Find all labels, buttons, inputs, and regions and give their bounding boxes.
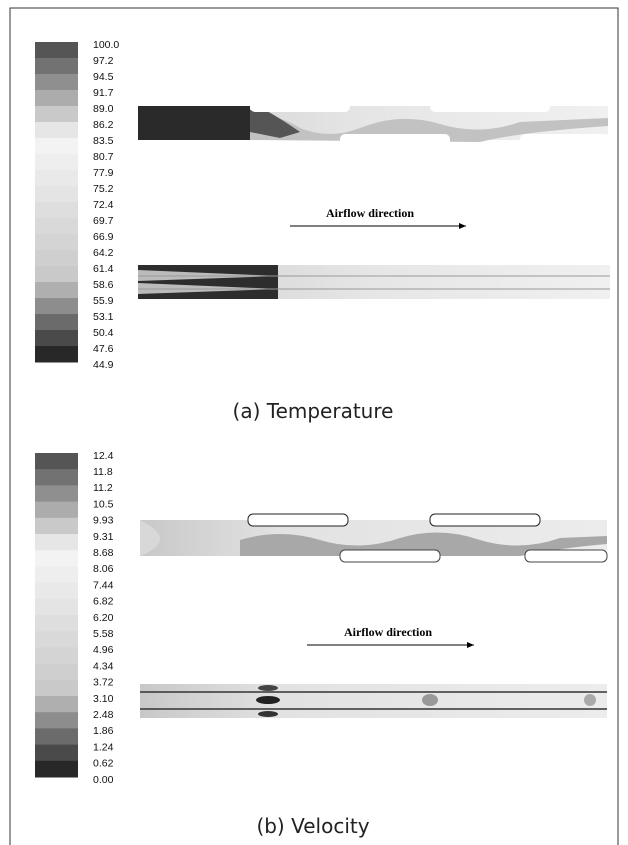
legend-label: 58.6	[93, 279, 114, 291]
legend-label: 9.93	[93, 515, 114, 527]
color-swatch	[35, 518, 78, 535]
legend-label: 47.6	[93, 343, 114, 355]
legend-label: 1.24	[93, 741, 114, 753]
legend-label: 89.0	[93, 103, 114, 115]
legend-label: 80.7	[93, 151, 114, 163]
color-swatch	[35, 502, 78, 519]
color-swatch	[35, 745, 78, 762]
color-swatch	[35, 761, 78, 778]
legend-label: 10.5	[93, 498, 114, 510]
legend-label: 3.10	[93, 693, 114, 705]
color-swatch	[35, 90, 78, 107]
legend-label: 11.2	[93, 482, 113, 494]
legend-label: 2.48	[93, 709, 114, 721]
color-swatch	[35, 186, 78, 203]
page: {"panels": [ {"caption": "(a) Temperatur…	[0, 0, 628, 845]
color-swatch	[35, 485, 78, 502]
color-swatch	[35, 314, 78, 331]
legend-label: 0.00	[93, 774, 114, 786]
legend-label: 72.4	[93, 199, 114, 211]
color-swatch	[35, 106, 78, 123]
color-swatch	[35, 138, 78, 155]
color-swatch	[35, 599, 78, 616]
arrow-label: Airflow direction	[344, 625, 432, 639]
legend-label: 69.7	[93, 215, 114, 227]
temperature-contour-bottom	[138, 265, 610, 299]
color-swatch	[35, 202, 78, 219]
color-swatch	[35, 298, 78, 315]
legend-label: 44.9	[93, 359, 114, 371]
color-swatch	[35, 680, 78, 697]
legend-label: 8.06	[93, 563, 114, 575]
legend-label: 66.9	[93, 231, 114, 243]
velocity-contour-bottom	[140, 684, 607, 718]
legend-label: 6.82	[93, 596, 114, 608]
color-swatch	[35, 696, 78, 713]
legend-label: 11.8	[93, 466, 113, 478]
color-swatch	[35, 266, 78, 283]
color-swatch	[35, 469, 78, 486]
caption: (a) Temperature	[233, 399, 394, 423]
legend-label: 61.4	[93, 263, 114, 275]
color-swatch	[35, 170, 78, 187]
color-swatch	[35, 154, 78, 171]
color-swatch	[35, 58, 78, 75]
legend-label: 1.86	[93, 725, 114, 737]
legend-label: 0.62	[93, 758, 114, 770]
legend-label: 55.9	[93, 295, 114, 307]
color-swatch	[35, 712, 78, 729]
color-swatch	[35, 453, 78, 470]
legend-label: 6.20	[93, 612, 114, 624]
color-swatch	[35, 42, 78, 59]
color-swatch	[35, 534, 78, 551]
arrow-head	[459, 223, 466, 229]
caption: (b) Velocity	[256, 814, 369, 838]
arrow-head	[467, 642, 474, 648]
color-swatch	[35, 218, 78, 235]
legend-label: 91.7	[93, 87, 114, 99]
color-swatch	[35, 550, 78, 567]
color-swatch	[35, 664, 78, 681]
legend-label: 97.2	[93, 55, 114, 67]
legend-label: 12.4	[93, 450, 114, 462]
color-swatch	[35, 346, 78, 363]
legend-label: 4.96	[93, 644, 114, 656]
legend-label: 53.1	[93, 311, 114, 323]
legend-label: 64.2	[93, 247, 114, 259]
color-swatch	[35, 566, 78, 583]
legend-label: 77.9	[93, 167, 114, 179]
color-swatch	[35, 631, 78, 648]
legend-label: 100.0	[93, 39, 119, 51]
color-swatch	[35, 330, 78, 347]
color-swatch	[35, 583, 78, 600]
legend-label: 75.2	[93, 183, 114, 195]
color-swatch	[35, 647, 78, 664]
legend-label: 86.2	[93, 119, 114, 131]
color-swatch	[35, 74, 78, 91]
velocity-contour-top	[140, 514, 607, 562]
legend-label: 8.68	[93, 547, 114, 559]
color-swatch	[35, 234, 78, 251]
color-swatch	[35, 728, 78, 745]
legend-label: 5.58	[93, 628, 114, 640]
legend-label: 50.4	[93, 327, 114, 339]
legend-label: 3.72	[93, 677, 114, 689]
legend-label: 9.31	[93, 531, 114, 543]
legend-label: 4.34	[93, 660, 114, 672]
legend-label: 7.44	[93, 579, 114, 591]
figure: Airflow direction Airflow direction (a) …	[0, 0, 628, 845]
color-swatch	[35, 122, 78, 139]
temperature-contour-top	[138, 100, 610, 146]
arrow-label: Airflow direction	[326, 206, 414, 220]
color-swatch	[35, 282, 78, 299]
color-swatch	[35, 250, 78, 267]
legend-label: 83.5	[93, 135, 114, 147]
color-swatch	[35, 615, 78, 632]
legend-label: 94.5	[93, 71, 114, 83]
